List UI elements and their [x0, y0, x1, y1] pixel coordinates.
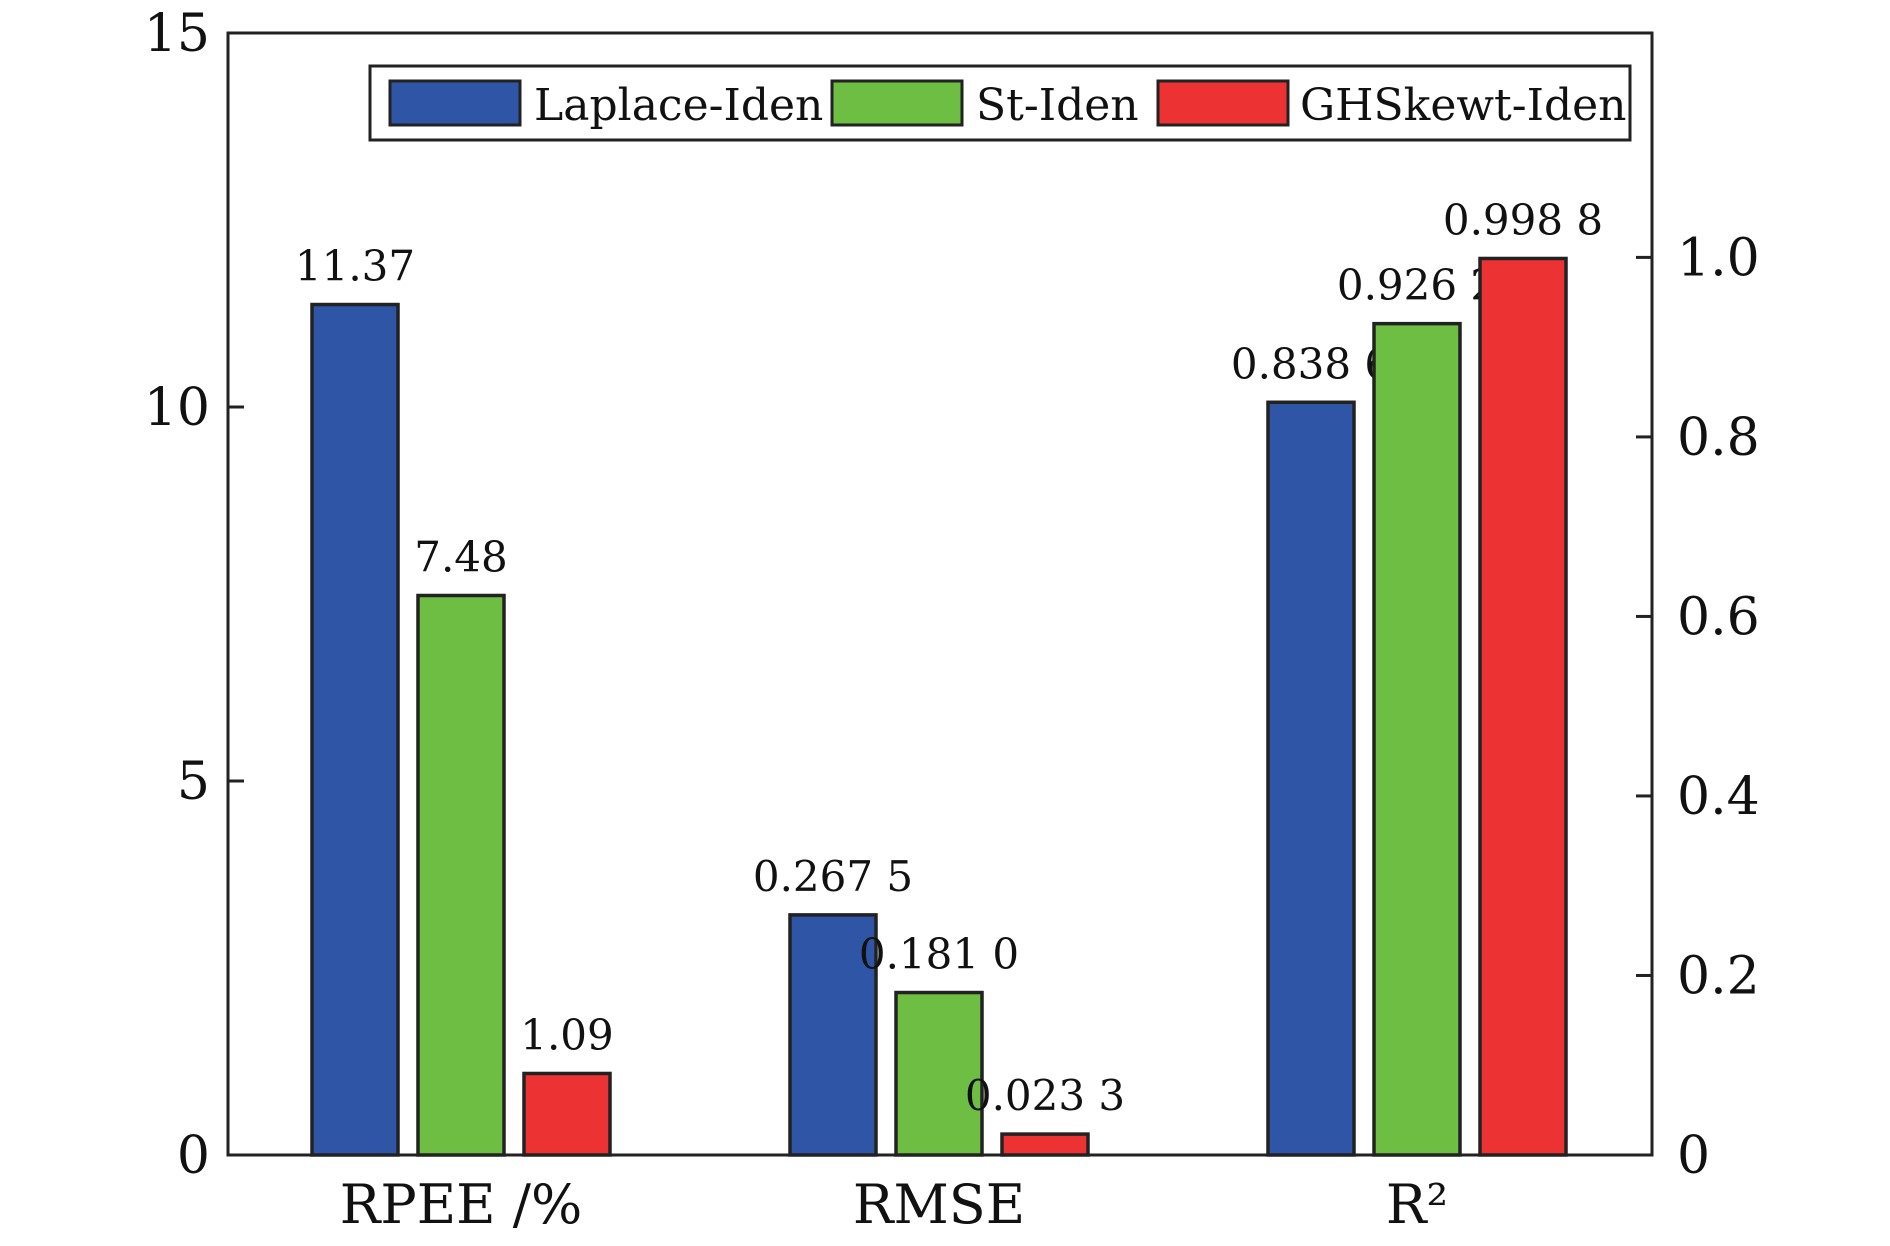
legend-swatch-laplace-iden — [388, 79, 522, 127]
data-label-st-iden-1: 0.181 0 — [859, 930, 1019, 979]
category-label-0: RPEE /% — [340, 1173, 583, 1236]
plot-frame — [226, 31, 1654, 1157]
data-label-laplace-iden-1: 0.267 5 — [753, 852, 913, 901]
data-label-st-iden-2: 0.926 2 — [1337, 261, 1497, 310]
left-tick-label: 10 — [144, 378, 210, 438]
legend-label-st-iden: St-Iden — [976, 80, 1139, 131]
data-label-laplace-iden-2: 0.838 6 — [1231, 339, 1391, 388]
left-tick-label: 5 — [177, 752, 210, 812]
bar-laplace-iden-1 — [788, 913, 878, 1157]
bar-laplace-iden-2 — [1266, 400, 1356, 1157]
legend-label-laplace-iden: Laplace-Iden — [534, 80, 823, 131]
bar-ghskewt-iden-2 — [1478, 256, 1568, 1157]
chart-marks: 11.37 7.48 1.09 0.267 5 0.181 0 0.023 3 0.838 … — [295, 195, 1603, 1157]
bar-st-iden-2 — [1372, 321, 1462, 1157]
bar-ghskewt-iden-0 — [522, 1071, 612, 1157]
legend-box — [368, 64, 1632, 142]
bar-st-iden-0 — [416, 593, 506, 1157]
data-label-st-iden-0: 7.48 — [414, 532, 508, 581]
right-tick-label: 0.2 — [1677, 946, 1760, 1006]
right-tick-label: 0 — [1677, 1126, 1710, 1186]
legend-label-ghskewt-iden: GHSkewt-Iden — [1300, 80, 1627, 131]
category-label-2: R² — [1386, 1173, 1448, 1236]
legend: Laplace-Iden St-Iden GHSkewt-Iden — [368, 64, 1632, 142]
right-tick-label: 0.6 — [1677, 587, 1760, 647]
data-label-laplace-iden-0: 11.37 — [295, 242, 415, 291]
right-tick-label: 0.8 — [1677, 408, 1760, 468]
data-label-ghskewt-iden-1: 0.023 3 — [965, 1071, 1125, 1120]
right-tick-label: 0.4 — [1677, 767, 1760, 827]
bar-ghskewt-iden-1 — [1000, 1132, 1090, 1157]
left-tick-label: 0 — [177, 1126, 210, 1186]
legend-swatch-st-iden — [830, 79, 964, 127]
data-label-ghskewt-iden-0: 1.09 — [520, 1010, 614, 1059]
left-tick-label: 15 — [144, 4, 210, 64]
right-tick-label: 1.0 — [1677, 228, 1760, 288]
chart-axes: 0 5 10 15 0 0.2 0.4 0.6 0.8 1.0 RPEE /% RMSE R² — [144, 4, 1760, 1236]
bar-st-iden-1 — [894, 990, 984, 1157]
legend-swatch-ghskewt-iden — [1156, 79, 1290, 127]
bar-laplace-iden-0 — [310, 302, 400, 1157]
data-label-ghskewt-iden-2: 0.998 8 — [1443, 195, 1603, 244]
category-label-1: RMSE — [853, 1173, 1025, 1236]
